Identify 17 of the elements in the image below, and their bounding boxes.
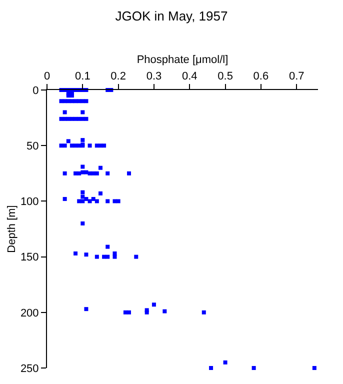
chart-title: JGOK in May, 1957 — [115, 8, 228, 24]
x-tick-label: 0.7 — [288, 70, 304, 83]
y-tick-label: 0 — [32, 84, 39, 97]
y-tick-label: 100 — [20, 196, 39, 208]
x-tick-label: 0.6 — [253, 70, 269, 83]
x-tick-label: 0.4 — [182, 70, 198, 83]
x-tick-label: 0.2 — [110, 70, 126, 83]
y-axis-title: Depth [m] — [6, 205, 18, 253]
y-tick-label: 50 — [26, 140, 39, 152]
x-tick-label: 0.5 — [218, 70, 233, 83]
y-tick-label: 200 — [20, 307, 39, 320]
x-tick-label: 0.1 — [75, 70, 90, 83]
x-tick-label: 0 — [44, 70, 50, 83]
x-axis-title: Phosphate [μmol/l] — [136, 54, 228, 66]
x-tick-label: 0.3 — [146, 70, 162, 83]
y-tick-label: 150 — [20, 252, 39, 264]
y-tick-label: 250 — [20, 362, 39, 375]
